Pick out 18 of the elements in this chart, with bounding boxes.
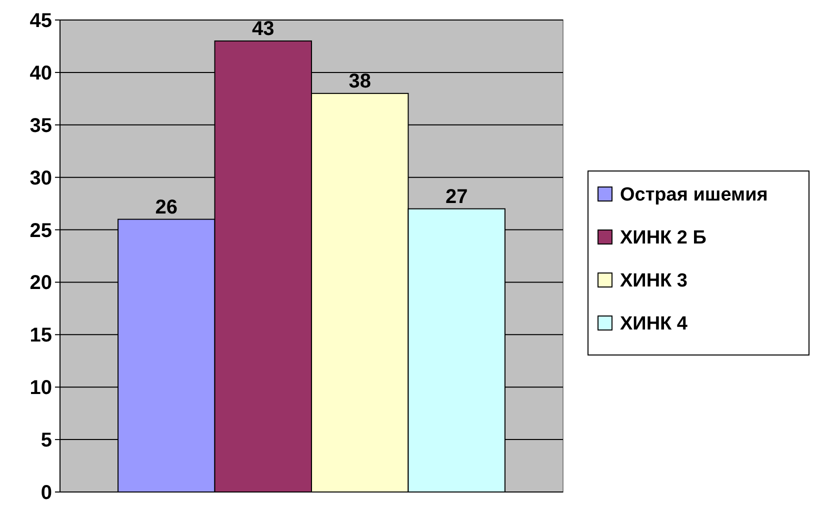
data-label: 26 — [155, 196, 178, 218]
y-tick-label: 0 — [40, 482, 52, 504]
y-tick-label: 5 — [40, 430, 52, 452]
y-tick-label: 35 — [30, 114, 52, 137]
y-tick-label: 30 — [30, 167, 52, 190]
y-tick-label: 25 — [30, 220, 52, 242]
data-label: 43 — [252, 18, 274, 40]
y-tick-label: 15 — [30, 324, 52, 347]
legend-label: ХИНК 4 — [620, 314, 688, 335]
data-label: 27 — [445, 186, 468, 208]
legend-label: ХИНК 2 Б — [620, 228, 706, 249]
y-tick-label: 10 — [30, 377, 52, 400]
y-tick-label: 20 — [30, 272, 52, 294]
data-label: 38 — [348, 70, 371, 92]
y-tick-label: 45 — [30, 10, 52, 32]
legend-label: Острая ишемия — [620, 184, 768, 206]
y-tick-label: 40 — [30, 62, 52, 84]
legend-label: ХИНК 3 — [620, 270, 688, 292]
